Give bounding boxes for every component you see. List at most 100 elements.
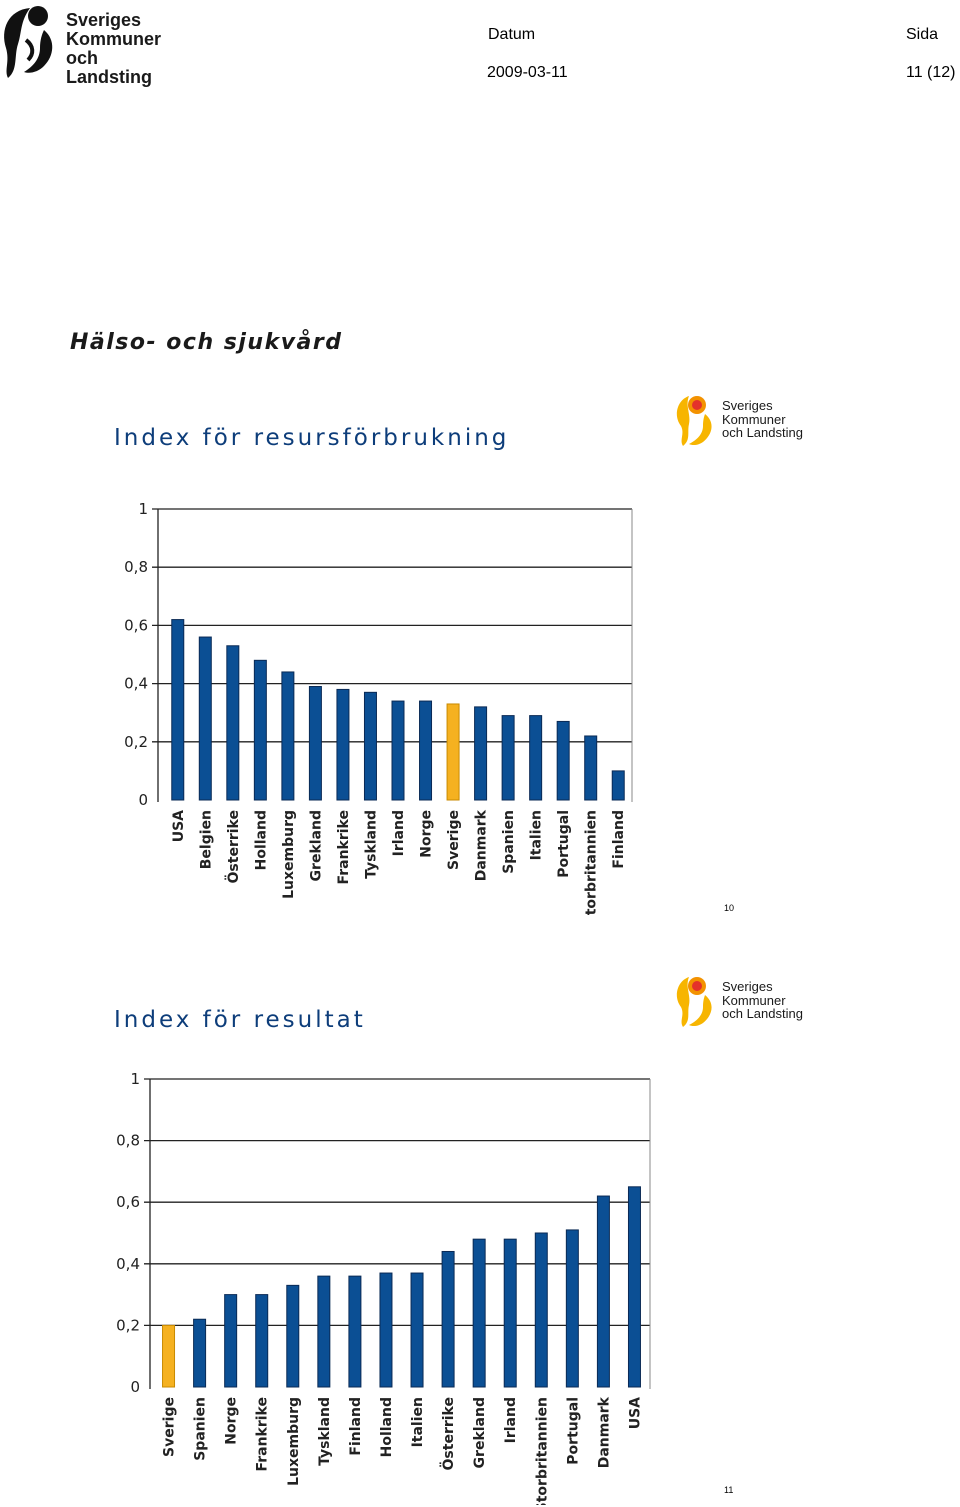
logo-line-1: Sveriges [66, 10, 142, 30]
bar [419, 700, 433, 801]
x-tick-label: Frankrike [336, 810, 352, 884]
x-tick-label: Österrike [439, 1397, 457, 1470]
bar [336, 688, 350, 801]
slide-2-logo: Sveriges Kommuner och Landsting [675, 973, 815, 1029]
bar [565, 1229, 579, 1388]
bar [162, 1324, 176, 1388]
header-logo: Sveriges Kommuner och Landsting [0, 0, 185, 86]
sida-value: 11 (12) [906, 64, 956, 81]
x-tick-label: Italien [529, 810, 545, 860]
x-tick-label: Holland [379, 1397, 395, 1457]
x-tick-label: Tyskland [317, 1397, 333, 1466]
x-tick-label: Norge [224, 1397, 240, 1445]
slide-1-logo-line-2: Kommuner [722, 411, 786, 427]
bar [317, 1275, 331, 1388]
x-tick-label: Sverige [446, 810, 462, 870]
x-tick-label: Spanien [193, 1397, 209, 1461]
bar [410, 1272, 424, 1388]
bar [198, 636, 212, 801]
skl-color-emblem-icon [676, 977, 712, 1027]
y-tick-label: 0 [130, 1378, 140, 1396]
logo-line-2: Kommuner [66, 28, 162, 49]
x-tick-label: Irland [391, 810, 407, 856]
x-tick-label: Irland [503, 1397, 519, 1443]
bar [556, 720, 570, 801]
x-tick-label: Storbritannien [534, 1397, 550, 1505]
bar [226, 645, 240, 801]
y-tick-label: 0,8 [124, 558, 148, 576]
x-tick-label: USA [627, 1397, 643, 1429]
bar [472, 1238, 486, 1388]
slide-1-title: Index för resursförbrukning [114, 425, 510, 451]
x-tick-label: Luxemburg [281, 810, 297, 899]
sida-label: Sida [906, 26, 939, 43]
bar [363, 691, 377, 801]
x-tick-label: Norge [419, 810, 435, 858]
bar [286, 1284, 300, 1388]
bar [281, 671, 295, 801]
x-tick-label: Sverige [162, 1397, 178, 1457]
bar [379, 1272, 393, 1388]
bar [534, 1232, 548, 1388]
x-tick-label: Grekland [472, 1397, 488, 1468]
x-tick-label: Belgien [198, 810, 214, 869]
bar [224, 1294, 238, 1388]
x-tick-label: Tyskland [363, 810, 379, 879]
logo-line-3: och Landsting [66, 47, 152, 87]
bar [391, 700, 405, 801]
bar [611, 770, 625, 801]
x-tick-label: Luxemburg [286, 1397, 302, 1486]
y-tick-label: 0,4 [124, 675, 148, 693]
slide-2-page-number: 11 [724, 1485, 734, 1495]
y-tick-label: 0,6 [124, 616, 148, 634]
slide-2-title: Index för resultat [114, 1007, 366, 1033]
slide-1-logo-line-3: och Landsting [722, 425, 803, 441]
x-tick-label: USA [171, 810, 187, 842]
x-tick-label: Österrike [224, 810, 242, 883]
x-tick-label: Holland [253, 810, 269, 870]
x-tick-label: Italien [410, 1397, 426, 1447]
bar [253, 659, 267, 801]
y-tick-label: 0,6 [116, 1193, 140, 1211]
y-tick-label: 0,2 [124, 733, 148, 751]
y-tick-label: 0,4 [116, 1255, 140, 1273]
x-tick-label: Frankrike [255, 1397, 271, 1471]
bar [171, 619, 185, 801]
slide-1-page-number: 10 [724, 903, 735, 913]
result-index-chart: 0 0,2 0,4 0,6 0,8 1 Sverige Spanien Norge Frankri… [116, 1070, 651, 1505]
skl-color-emblem-icon [676, 396, 712, 446]
x-tick-label: Spanien [501, 810, 517, 874]
y-tick-label: 0 [138, 791, 148, 809]
bar [308, 686, 322, 801]
y-tick-label: 0,2 [116, 1316, 140, 1334]
x-tick-label: Portugal [556, 810, 572, 878]
x-tick-label: Portugal [565, 1397, 581, 1465]
resource-index-chart: 0 0,2 0,4 0,6 0,8 1 USA Belgien Österrike Holland… [124, 500, 633, 915]
y-tick-label: 1 [138, 500, 148, 518]
section-heading: Hälso- och sjukvård [70, 330, 343, 355]
slide-1-logo: Sveriges Kommuner och Landsting [675, 392, 815, 448]
slide-2-logo-line-3: och Landsting [722, 1006, 803, 1022]
x-tick-label: Danmark [474, 809, 490, 881]
bar [446, 703, 460, 801]
x-tick-label: Danmark [596, 1396, 612, 1468]
x-tick-label: Storbritannien [584, 810, 600, 915]
y-tick-label: 1 [130, 1070, 140, 1088]
bar [529, 715, 543, 801]
bar [503, 1238, 517, 1388]
bar [501, 715, 515, 801]
bar [348, 1275, 362, 1388]
bar [441, 1250, 455, 1388]
bar [627, 1186, 641, 1388]
x-tick-label: Grekland [308, 810, 324, 881]
slide-1-logo-line-1: Sveriges [722, 398, 773, 413]
x-tick-label: Finland [348, 1397, 364, 1456]
datum-value: 2009-03-11 [487, 64, 568, 81]
bar [474, 706, 488, 801]
bar [596, 1195, 610, 1388]
y-tick-label: 0,8 [116, 1132, 140, 1150]
x-tick-label: Finland [611, 810, 627, 869]
bar [255, 1294, 269, 1388]
slide-2-logo-line-1: Sveriges [722, 979, 773, 994]
bar [584, 735, 598, 801]
